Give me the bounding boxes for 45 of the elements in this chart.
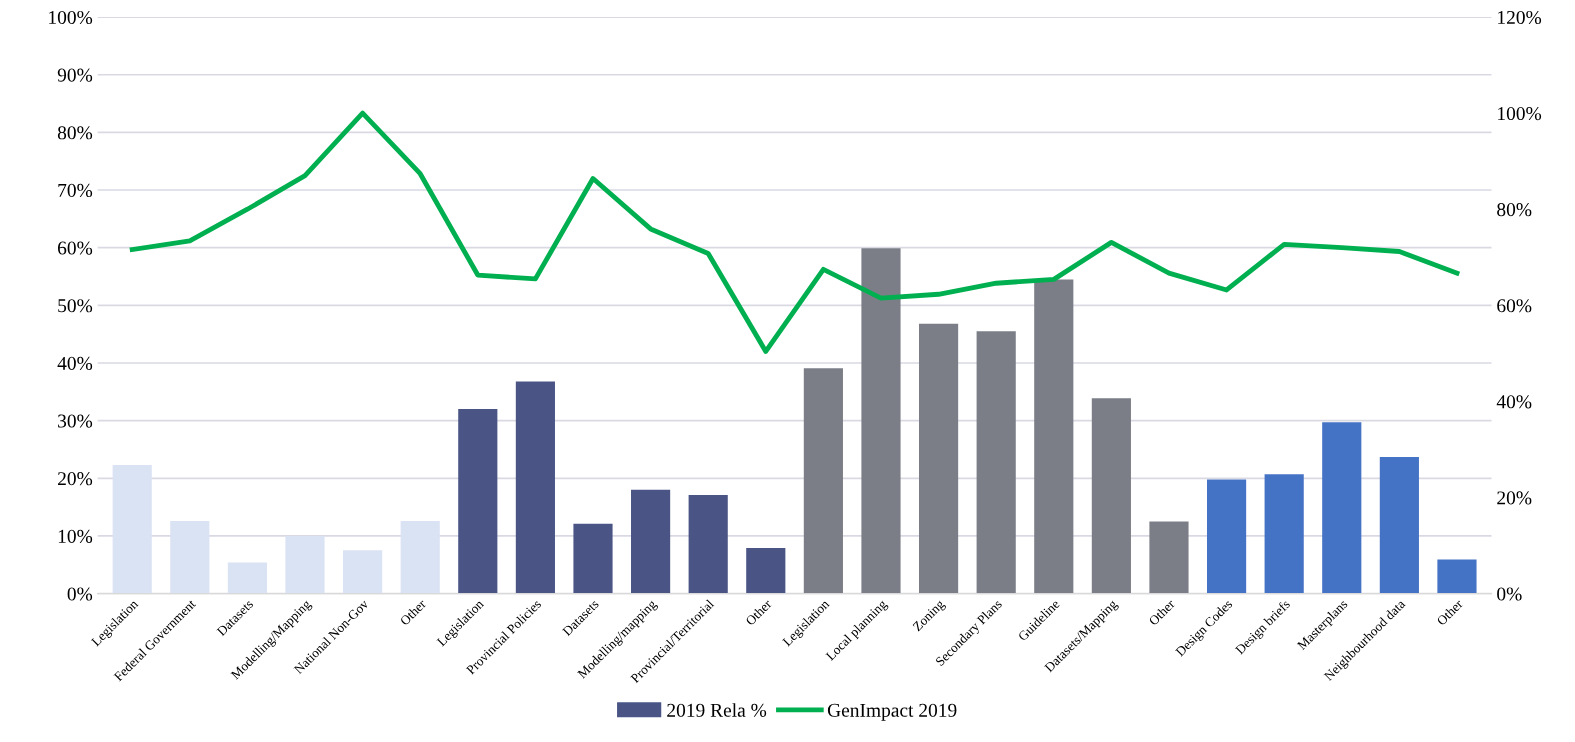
legend-label: 2019 Rela % xyxy=(667,703,767,717)
y-tick-label: 60% xyxy=(57,241,93,255)
y2-tick-label: 60% xyxy=(1497,299,1532,313)
y-tick-label: 20% xyxy=(58,472,93,486)
y2-tick-label: 80% xyxy=(1497,203,1532,217)
y2-tick-label: 100% xyxy=(1498,106,1542,121)
bar xyxy=(919,323,959,594)
bar xyxy=(1149,521,1189,594)
bar xyxy=(400,520,440,594)
y-tick-label: 30% xyxy=(58,414,93,428)
y-tick-label: 10% xyxy=(58,529,93,543)
bar xyxy=(1091,398,1131,594)
bar xyxy=(746,548,786,594)
y-tick-label: 80% xyxy=(57,126,93,140)
y-tick-label: 90% xyxy=(57,68,93,82)
bar xyxy=(1322,422,1362,594)
bar xyxy=(976,331,1016,594)
bar xyxy=(1034,279,1074,594)
y2-tick-label: 120% xyxy=(1498,10,1542,25)
bar xyxy=(803,368,843,594)
bar xyxy=(112,465,152,594)
bar xyxy=(285,535,325,594)
bar xyxy=(1379,456,1419,594)
bar xyxy=(1437,559,1477,594)
y2-tick-label: 40% xyxy=(1496,395,1532,409)
bar xyxy=(458,409,498,594)
bar xyxy=(688,495,728,594)
bar xyxy=(861,248,901,594)
y-tick-label: 100% xyxy=(49,10,93,25)
bar xyxy=(170,520,210,594)
bar xyxy=(343,550,383,594)
legend-label: GenImpact 2019 xyxy=(827,703,957,721)
y-tick-label: 50% xyxy=(58,299,93,313)
bar xyxy=(515,381,555,594)
y-tick-label: 70% xyxy=(58,183,93,198)
line-series xyxy=(129,110,1460,354)
y-tick-label: 0% xyxy=(67,587,93,601)
bar xyxy=(227,562,267,594)
bar xyxy=(573,523,613,594)
bar xyxy=(1264,474,1304,594)
bar xyxy=(1206,479,1247,594)
y2-tick-label: 0% xyxy=(1497,587,1522,601)
y-tick-label: 40% xyxy=(57,356,93,370)
y2-tick-label: 20% xyxy=(1497,491,1532,505)
bar xyxy=(631,489,671,594)
